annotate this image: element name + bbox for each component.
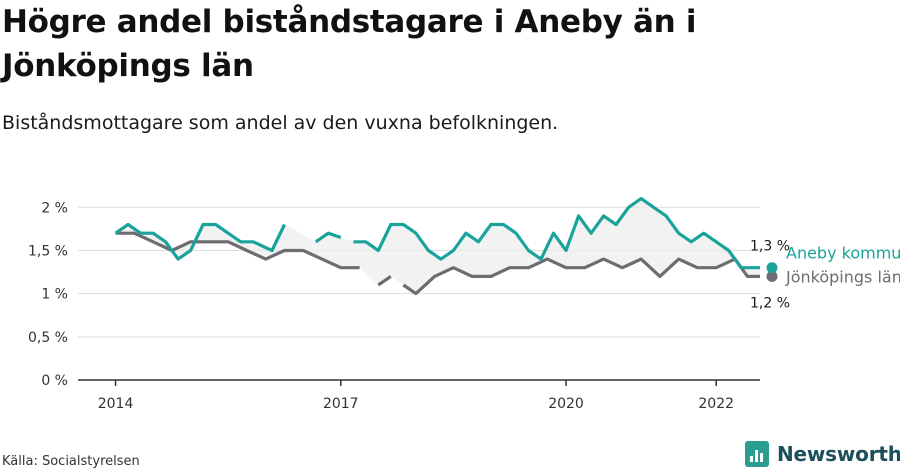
x-axis: 2014 2017 2020 2022 xyxy=(78,379,760,412)
y-tick-label: 1 % xyxy=(41,287,68,303)
end-marker-aneby xyxy=(766,262,778,274)
y-tick-label: 2 % xyxy=(41,200,68,216)
end-value-aneby: 1,3 % xyxy=(750,239,790,255)
source-note: Källa: Socialstyrelsen xyxy=(2,454,140,469)
series-line-aneby xyxy=(114,222,286,261)
series-name-lan: Jönköpings län xyxy=(785,267,900,286)
series-line-aneby xyxy=(353,197,760,270)
end-labels: 1,3 % 1,2 % Aneby kommun Jönköpings län xyxy=(750,239,900,312)
series-name-aneby: Aneby kommun xyxy=(786,244,900,263)
series-line-aneby xyxy=(314,231,342,244)
brand-logo[interactable]: Newsworthy xyxy=(745,441,900,467)
brand-name: Newsworthy xyxy=(777,442,900,466)
end-value-lan: 1,2 % xyxy=(750,295,790,311)
x-tick-label: 2017 xyxy=(323,396,359,412)
series-line-lan xyxy=(377,275,392,287)
y-tick-label: 0 % xyxy=(41,373,68,389)
end-marker-lan xyxy=(766,270,778,282)
x-tick-label: 2022 xyxy=(698,396,734,412)
y-tick-label: 0,5 % xyxy=(28,330,68,346)
chart-subtitle: Biståndsmottagare som andel av den vuxna… xyxy=(2,112,559,134)
x-tick-label: 2014 xyxy=(98,396,134,412)
y-tick-label: 1,5 % xyxy=(28,243,68,259)
x-tick-label: 2020 xyxy=(548,396,584,412)
series-line-lan xyxy=(402,257,760,296)
series-layer xyxy=(114,197,778,296)
chart-title: Högre andel biståndstagare i Aneby än i … xyxy=(2,4,697,84)
series-line-lan xyxy=(115,231,360,270)
newsworthy-logo-icon xyxy=(745,441,769,467)
